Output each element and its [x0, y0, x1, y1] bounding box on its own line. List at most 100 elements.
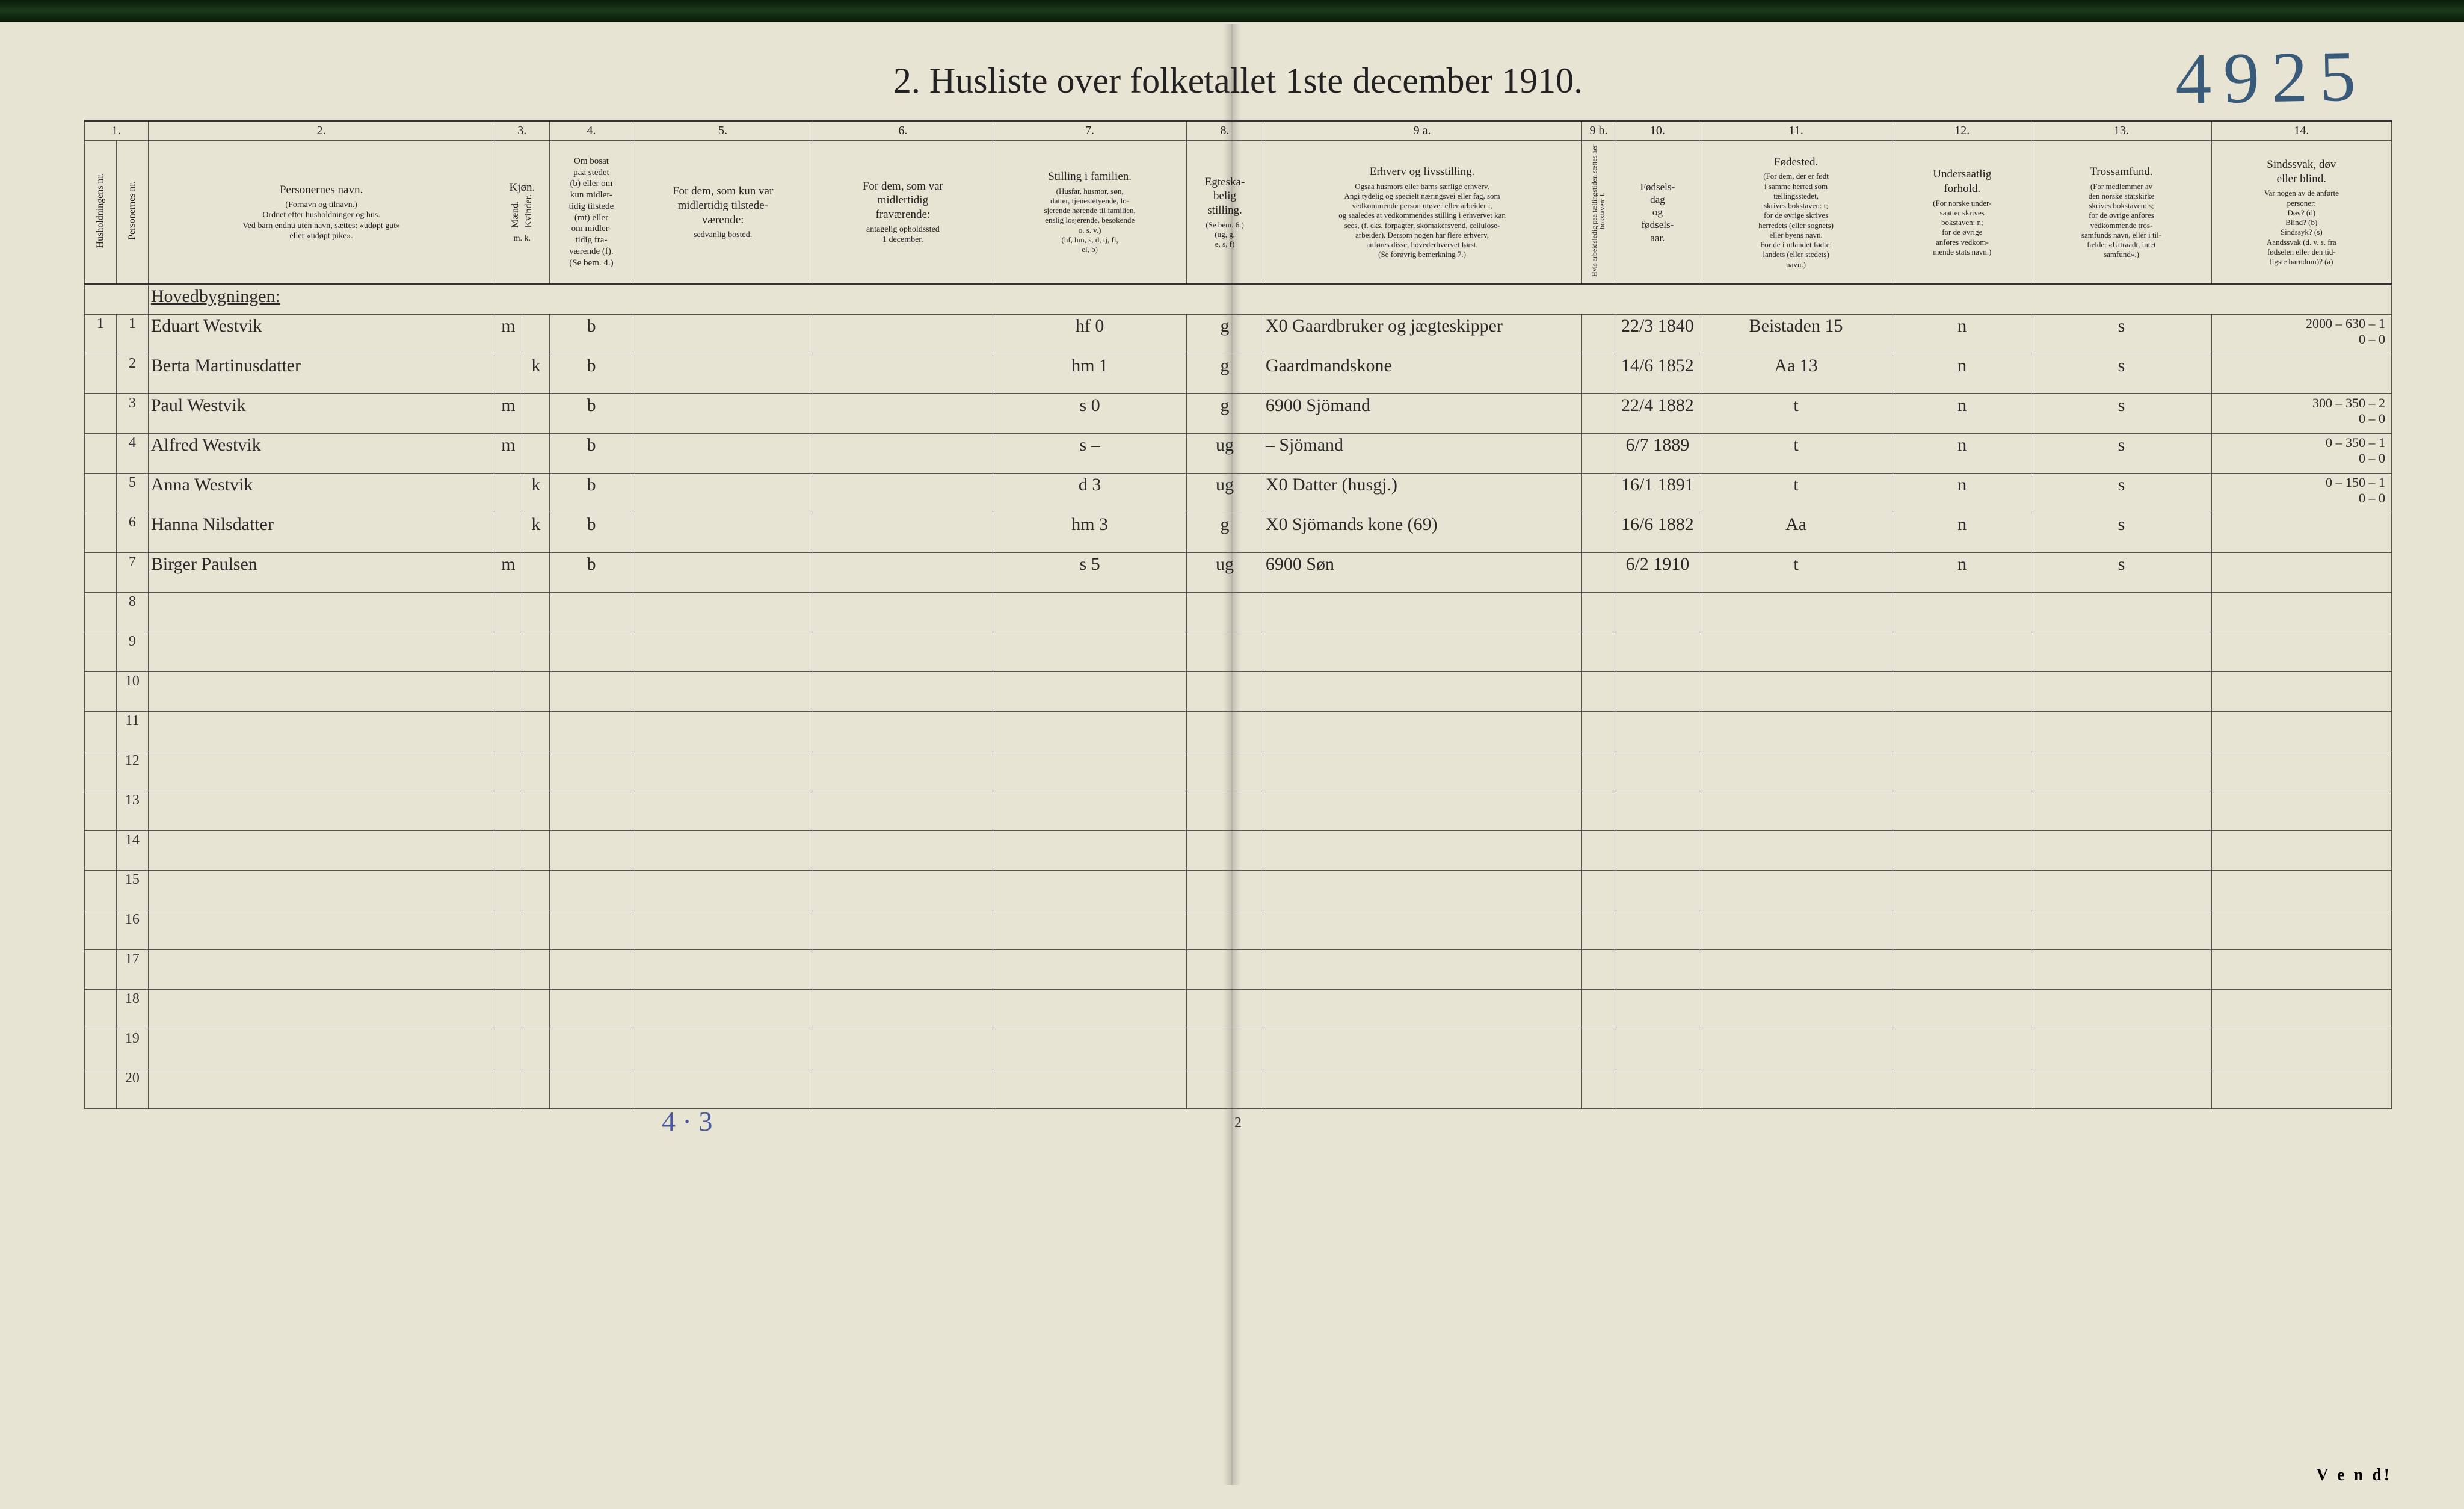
cell [494, 593, 522, 632]
cell [494, 672, 522, 712]
cell [813, 712, 993, 751]
cell [1582, 950, 1616, 990]
cell: b [550, 394, 633, 434]
cell [1582, 394, 1616, 434]
hdr-arbeidsledig: Hvis arbeidsledig paa tællingstiden sætt… [1582, 141, 1616, 285]
cell [2031, 632, 2211, 672]
cell [522, 315, 550, 354]
hdr-fodested: Fødested. (For dem, der er født i samme … [1699, 141, 1893, 285]
printed-page-number: 2 [84, 1115, 2392, 1131]
cell [2031, 1069, 2211, 1109]
hdr-c9a-sub: Ogsaa husmors eller barns særlige erhver… [1266, 182, 1578, 260]
cell [993, 1029, 1186, 1069]
cell: g [1187, 513, 1263, 553]
table-row-empty: 20 [85, 1069, 2392, 1109]
cell [494, 910, 522, 950]
cell [633, 354, 813, 394]
cell [2211, 1069, 2391, 1109]
cell [522, 950, 550, 990]
cell: 8 [116, 593, 148, 632]
cell: m [494, 434, 522, 474]
table-row: 2Berta Martinusdatterkbhm 1gGaardmandsko… [85, 354, 2392, 394]
cell [813, 751, 993, 791]
cell [494, 950, 522, 990]
cell [1582, 434, 1616, 474]
hdr-c14-sub: Var nogen av de anførte personer: Døv? (… [2214, 188, 2389, 267]
cell [633, 513, 813, 553]
cell [522, 593, 550, 632]
hdr-c12-main: Undersaatlig forhold. [1933, 168, 1991, 195]
hdr-c13-sub: (For medlemmer av den norske statskirke … [2034, 182, 2208, 260]
cell: Berta Martinusdatter [148, 354, 494, 394]
table-row: 4Alfred Westvikmbs –ug– Sjömand6/7 1889t… [85, 434, 2392, 474]
cell [522, 632, 550, 672]
cell [1187, 751, 1263, 791]
cell [1699, 831, 1893, 871]
cell [2211, 513, 2391, 553]
cell: Anna Westvik [148, 474, 494, 513]
cell [1616, 1029, 1699, 1069]
cell: Beistaden 15 [1699, 315, 1893, 354]
cell [1893, 632, 2031, 672]
hdr-navn: Personernes navn. (Fornavn og tilnavn.) … [148, 141, 494, 285]
cell [85, 990, 117, 1029]
cell [1263, 593, 1581, 632]
cell: 12 [116, 751, 148, 791]
hdr-c6-sub: antagelig opholdssted 1 december. [816, 224, 990, 245]
cell [993, 831, 1186, 871]
table-row-empty: 17 [85, 950, 2392, 990]
cell [1187, 950, 1263, 990]
cell: s [2031, 474, 2211, 513]
table-body: Hovedbygningen:11Eduart Westvikmbhf 0gX0… [85, 285, 2392, 1109]
cell [85, 672, 117, 712]
bottom-handwritten-note: 4 · 3 [662, 1105, 712, 1137]
table-row-empty: 12 [85, 751, 2392, 791]
cell [633, 791, 813, 831]
cell: 300 – 350 – 2 0 – 0 [2211, 394, 2391, 434]
cell [2031, 593, 2211, 632]
cell [1582, 1029, 1616, 1069]
cell: Alfred Westvik [148, 434, 494, 474]
cell [2031, 751, 2211, 791]
cell: 13 [116, 791, 148, 831]
colnum-4: 4. [550, 121, 633, 141]
cell: 1 [85, 315, 117, 354]
page-content: 2. Husliste over folketallet 1ste decemb… [84, 60, 2392, 1131]
cell [2031, 712, 2211, 751]
cell [633, 632, 813, 672]
cell [993, 791, 1186, 831]
cell: n [1893, 354, 2031, 394]
cell [813, 315, 993, 354]
cell [1893, 871, 2031, 910]
cell [85, 1069, 117, 1109]
cell [1187, 990, 1263, 1029]
cell [813, 1029, 993, 1069]
cell [1893, 791, 2031, 831]
cell [1699, 910, 1893, 950]
cell [85, 1029, 117, 1069]
cell [148, 910, 494, 950]
hdr-c6-main: For dem, som var midlertidig fraværende: [863, 180, 943, 221]
cell [148, 831, 494, 871]
hdr-midl-tilstede: For dem, som kun var midlertidig tilsted… [633, 141, 813, 285]
table-row-empty: 16 [85, 910, 2392, 950]
cell [1582, 474, 1616, 513]
cell [2031, 910, 2211, 950]
cell: 22/4 1882 [1616, 394, 1699, 434]
cell [85, 285, 149, 315]
cell [813, 434, 993, 474]
cell [2211, 632, 2391, 672]
cell [1893, 910, 2031, 950]
cell [1616, 831, 1699, 871]
cell: 16/1 1891 [1616, 474, 1699, 513]
cell [1616, 950, 1699, 990]
hdr-fodselsdag: Fødsels- dag og fødsels- aar. [1616, 141, 1699, 285]
cell: 3 [116, 394, 148, 434]
cell [1582, 513, 1616, 553]
cell: m [494, 394, 522, 434]
cell [1582, 751, 1616, 791]
cell [1187, 910, 1263, 950]
hdr-mk: m. k. [497, 233, 547, 244]
cell: 18 [116, 990, 148, 1029]
cell [1699, 990, 1893, 1029]
